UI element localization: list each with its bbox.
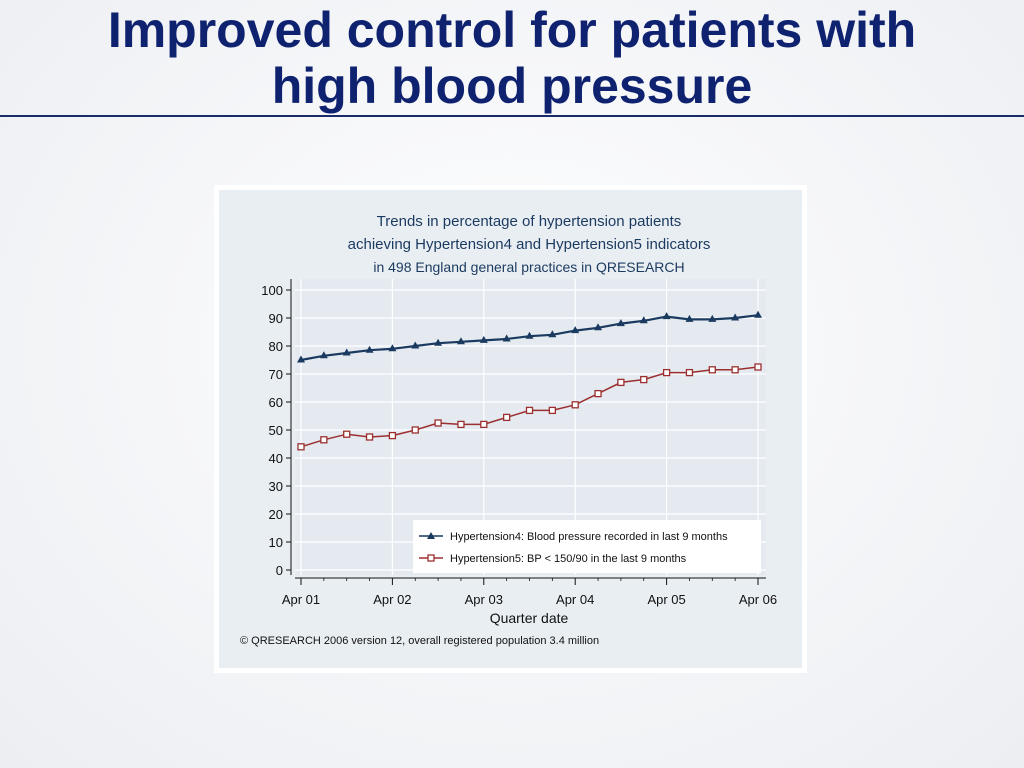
- series-2-point: [320, 436, 328, 444]
- series-2-point: [525, 406, 534, 415]
- series-2-point: [297, 443, 305, 451]
- y-tick-label: 70: [269, 367, 283, 382]
- chart-title-line-1: Trends in percentage of hypertension pat…: [377, 213, 682, 230]
- slide-title: Improved control for patients with high …: [0, 2, 1024, 114]
- slide-title-line-2: high blood pressure: [271, 58, 753, 114]
- series-1-point: [594, 323, 603, 331]
- series-2-point: [685, 368, 694, 377]
- chart-title-line-2: achieving Hypertension4 and Hypertension…: [348, 236, 711, 253]
- legend-triangle-marker: [427, 532, 435, 539]
- series-1-point: [548, 330, 557, 338]
- series-1-point: [479, 335, 488, 343]
- y-tick-label: 80: [269, 339, 283, 354]
- series-1-point: [342, 348, 351, 356]
- series-2-point: [388, 431, 397, 440]
- series-1-point: [365, 345, 374, 353]
- series-1-point: [388, 344, 397, 352]
- series-2-point: [594, 389, 602, 398]
- series-2-point: [343, 430, 351, 438]
- series-2-point: [411, 426, 419, 434]
- series-1-point: [708, 314, 717, 322]
- series-1-point: [525, 331, 534, 339]
- y-tick-label: 20: [269, 507, 283, 522]
- y-tick-label: 40: [269, 451, 283, 466]
- series-2-point: [548, 406, 557, 415]
- series-1-point: [685, 314, 694, 322]
- series-1-point: [731, 313, 740, 321]
- series-1-point: [639, 316, 648, 324]
- y-tick-label: 100: [261, 283, 283, 298]
- series-1-point: [434, 338, 443, 346]
- series-2-point: [640, 375, 648, 384]
- axes: 0 10 20 30 40 50 60 70 80 90 100 Apr 01 Apr 02 Apr 03…: [261, 279, 777, 607]
- y-tick-label: 50: [269, 423, 283, 438]
- series-2-point: [731, 366, 739, 374]
- series-2-point: [480, 420, 488, 429]
- series-2-point: [617, 378, 625, 387]
- chart-frame: Trends in percentage of hypertension pat…: [214, 185, 807, 673]
- legend-label-series-2: Hypertension5: BP < 150/90 in the last 9…: [450, 553, 687, 565]
- x-axis-label: Quarter date: [490, 610, 569, 626]
- series-1-point: [319, 351, 328, 359]
- series-2-point: [457, 420, 465, 429]
- legend: Hypertension4: Blood pressure recorded i…: [413, 520, 761, 573]
- y-tick-label: 30: [269, 479, 283, 494]
- series-2-point: [434, 419, 442, 427]
- y-tick-label: 10: [269, 535, 283, 550]
- slide-title-line-1: Improved control for patients with: [107, 2, 917, 58]
- x-tick-label: Apr 06: [739, 592, 777, 607]
- series-2-point: [662, 368, 671, 377]
- series-1-point: [411, 341, 420, 349]
- x-tick-label: Apr 05: [647, 592, 685, 607]
- x-tick-label: Apr 03: [465, 592, 503, 607]
- y-tick-label: 60: [269, 395, 283, 410]
- series-2-point: [571, 401, 579, 409]
- x-tick-label: Apr 02: [373, 592, 411, 607]
- series-1-point: [502, 334, 511, 342]
- series-2-point: [365, 433, 374, 441]
- x-tick-label: Apr 01: [282, 592, 320, 607]
- series-1-point: [616, 319, 625, 327]
- series-2-point: [754, 363, 762, 371]
- footnote: © QRESEARCH 2006 version 12, overall reg…: [240, 635, 599, 647]
- line-chart: Trends in percentage of hypertension pat…: [240, 213, 777, 647]
- x-tick-label: Apr 04: [556, 592, 594, 607]
- y-tick-label: 0: [276, 563, 283, 578]
- series-1-point: [297, 355, 305, 363]
- series-1-point: [571, 326, 580, 334]
- series-2-point: [502, 413, 511, 422]
- series-2-point: [708, 366, 716, 374]
- title-divider: [0, 115, 1024, 117]
- series-1-point: [456, 337, 465, 345]
- series-layer: [297, 310, 762, 451]
- y-tick-label: 90: [269, 311, 283, 326]
- legend-square-marker: [427, 554, 435, 562]
- series-1-point: [662, 312, 671, 320]
- legend-label-series-1: Hypertension4: Blood pressure recorded i…: [450, 531, 728, 543]
- series-1-point: [754, 310, 762, 318]
- chart-title-line-3: in 498 England general practices in QRES…: [373, 259, 684, 275]
- legend-box: [413, 520, 761, 573]
